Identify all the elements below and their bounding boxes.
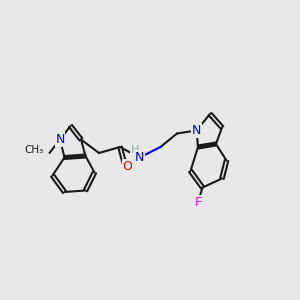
Text: CH₃: CH₃ bbox=[24, 145, 44, 155]
Text: H: H bbox=[131, 145, 139, 155]
Text: O: O bbox=[123, 160, 132, 173]
Text: N: N bbox=[135, 151, 144, 164]
Text: N: N bbox=[192, 124, 201, 137]
Text: N: N bbox=[55, 133, 65, 146]
Text: F: F bbox=[194, 196, 202, 209]
